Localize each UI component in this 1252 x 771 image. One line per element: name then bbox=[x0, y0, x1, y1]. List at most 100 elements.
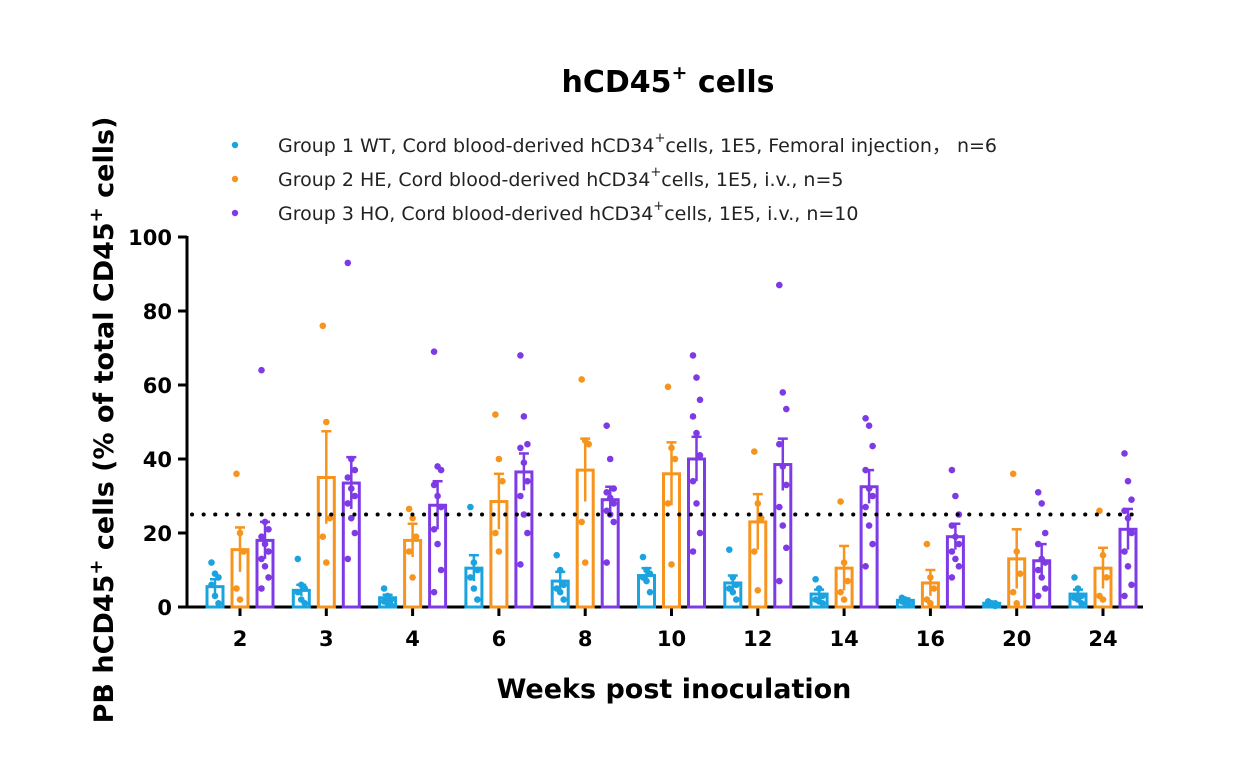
data-point bbox=[837, 588, 844, 596]
data-point bbox=[696, 396, 704, 404]
data-point bbox=[955, 563, 963, 570]
data-point bbox=[776, 577, 783, 585]
data-point bbox=[751, 548, 758, 555]
data-point bbox=[1124, 514, 1132, 522]
data-point bbox=[517, 444, 524, 452]
data-point bbox=[862, 503, 869, 511]
data-point bbox=[1034, 489, 1042, 496]
data-point bbox=[783, 481, 790, 489]
data-point bbox=[520, 459, 528, 467]
data-point bbox=[211, 592, 219, 600]
data-point bbox=[409, 574, 416, 581]
data-point bbox=[405, 548, 413, 555]
data-point bbox=[258, 533, 265, 540]
data-point bbox=[783, 405, 790, 413]
data-point bbox=[758, 514, 765, 522]
x-tick-label: 16 bbox=[916, 627, 945, 651]
data-point bbox=[865, 422, 873, 430]
data-point bbox=[236, 596, 244, 603]
data-point bbox=[776, 281, 783, 289]
data-point bbox=[517, 492, 524, 500]
data-point bbox=[492, 411, 499, 418]
data-point bbox=[258, 555, 265, 563]
data-point bbox=[1041, 529, 1049, 537]
data-point bbox=[779, 389, 787, 396]
data-point bbox=[837, 498, 844, 505]
data-point bbox=[387, 601, 395, 609]
data-point bbox=[1121, 507, 1128, 515]
data-point bbox=[776, 503, 783, 511]
data-point bbox=[991, 602, 999, 610]
data-point bbox=[1099, 551, 1107, 559]
data-point bbox=[520, 511, 528, 518]
y-tick-label: 40 bbox=[143, 448, 172, 472]
data-point bbox=[430, 348, 438, 356]
data-point bbox=[689, 352, 697, 359]
data-point bbox=[1041, 585, 1049, 592]
data-point bbox=[492, 529, 499, 537]
data-point bbox=[1074, 585, 1082, 592]
data-point bbox=[948, 522, 956, 529]
x-tick-label: 24 bbox=[1088, 627, 1117, 651]
data-point bbox=[1034, 592, 1042, 600]
data-point bbox=[208, 581, 215, 589]
data-point bbox=[1128, 581, 1135, 589]
data-point bbox=[733, 596, 740, 603]
data-point bbox=[430, 526, 438, 533]
data-point bbox=[240, 548, 247, 555]
data-point bbox=[603, 559, 610, 566]
data-point bbox=[1128, 496, 1135, 504]
data-point bbox=[664, 500, 672, 507]
data-point bbox=[265, 526, 272, 533]
x-tick-label: 12 bbox=[743, 627, 772, 651]
x-tick-label: 8 bbox=[578, 627, 593, 651]
legend: Group 1 WT, Cord blood-derived hCD34+cel… bbox=[231, 131, 997, 225]
data-point bbox=[1121, 592, 1128, 600]
data-point bbox=[351, 492, 359, 500]
plot-area bbox=[205, 259, 1138, 610]
data-point bbox=[581, 559, 589, 566]
data-point bbox=[326, 514, 334, 522]
data-point bbox=[689, 413, 697, 420]
x-tick-label: 2 bbox=[233, 627, 248, 651]
data-point bbox=[948, 466, 956, 474]
data-point bbox=[606, 494, 614, 502]
data-point bbox=[1013, 548, 1020, 555]
legend-entry: Group 1 WT, Cord blood-derived hCD34+cel… bbox=[278, 131, 997, 157]
data-point bbox=[1034, 566, 1042, 574]
data-point bbox=[840, 596, 848, 603]
data-point bbox=[664, 383, 672, 391]
y-axis-title: PB hCD45+ cells (% of total CD45+ cells) bbox=[86, 117, 120, 724]
data-point bbox=[319, 322, 327, 330]
data-point bbox=[869, 442, 876, 450]
data-point bbox=[696, 529, 704, 537]
data-point bbox=[215, 574, 222, 581]
data-point bbox=[779, 522, 787, 529]
data-point bbox=[948, 548, 956, 555]
data-point bbox=[344, 555, 352, 563]
data-point bbox=[1013, 600, 1020, 607]
data-point bbox=[696, 452, 704, 459]
data-point bbox=[553, 551, 560, 559]
x-tick-label: 10 bbox=[657, 627, 686, 651]
data-point bbox=[524, 477, 531, 485]
data-point bbox=[258, 585, 265, 592]
data-point bbox=[1096, 507, 1103, 515]
data-point bbox=[560, 581, 567, 589]
data-point bbox=[578, 376, 585, 383]
data-point bbox=[524, 529, 531, 537]
data-point bbox=[1038, 500, 1045, 507]
data-point bbox=[671, 455, 679, 463]
data-point bbox=[862, 563, 869, 570]
x-tick-label: 14 bbox=[829, 627, 858, 651]
data-point bbox=[409, 514, 416, 522]
data-point bbox=[603, 489, 610, 496]
x-tick-label: 20 bbox=[1002, 627, 1031, 651]
legend-entry: Group 3 HO, Cord blood-derived hCD34+cel… bbox=[278, 199, 858, 225]
data-point bbox=[294, 588, 302, 596]
bar bbox=[514, 470, 534, 609]
data-point bbox=[776, 440, 783, 448]
data-point bbox=[495, 548, 503, 555]
data-point bbox=[437, 466, 445, 474]
data-point bbox=[261, 540, 269, 548]
